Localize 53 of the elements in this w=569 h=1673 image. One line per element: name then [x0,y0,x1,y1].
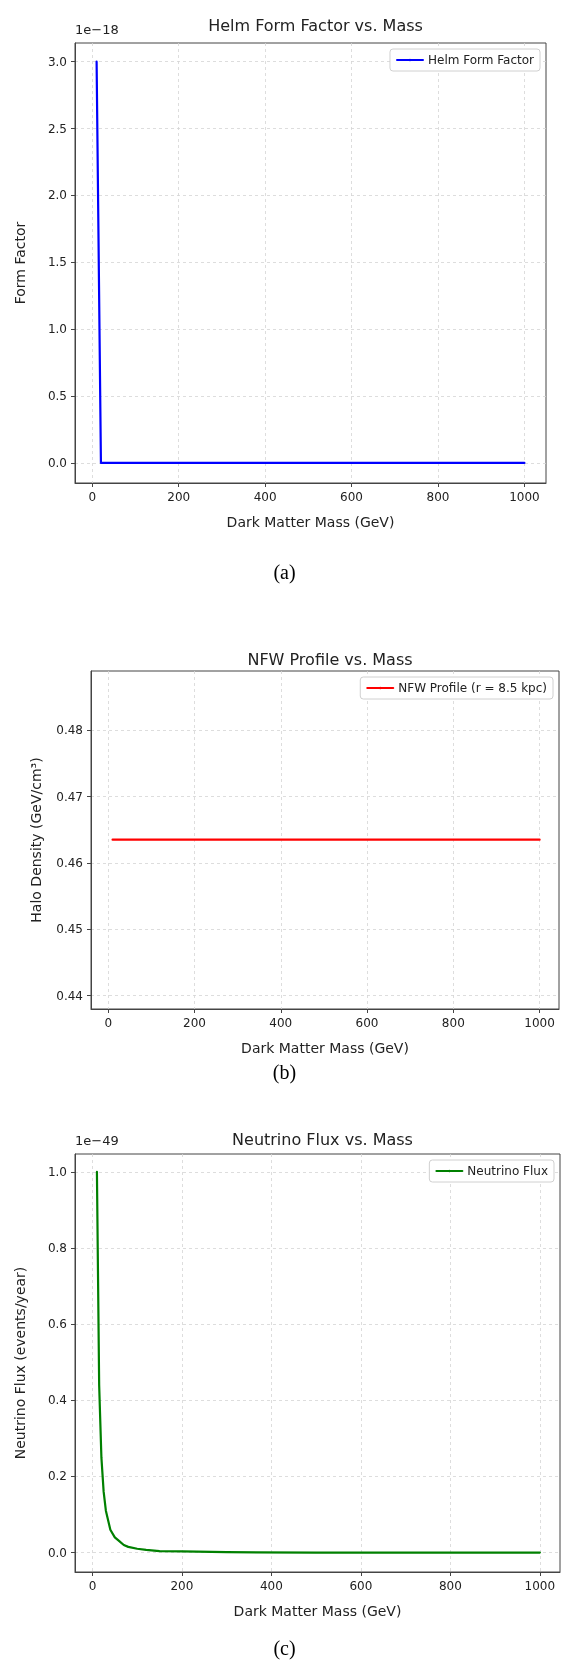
y-tick-label: 1.0 [47,1164,67,1179]
x-tick-label: 600 [340,490,363,504]
y-tick-label: 0.8 [47,1241,67,1256]
y-tick-label: 0.46 [56,855,83,870]
y-tick-label: 0.47 [56,789,83,804]
y-tick-label: 2.0 [47,188,67,203]
y-tick-label: 0.5 [47,389,67,404]
y-tick-label: 1.0 [47,322,67,337]
y-tick-label: 0.44 [56,988,83,1003]
chart-title: Neutrino Flux vs. Mass [232,1129,413,1149]
x-tick-label: 600 [349,1579,373,1593]
x-tick-label: 400 [259,1579,283,1593]
y-tick-label: 0.48 [56,723,83,738]
x-tick-label: 400 [269,1016,293,1030]
x-tick-label: 200 [183,1016,206,1030]
x-tick-label: 1000 [509,490,540,504]
x-tick-label: 1000 [524,1579,556,1593]
y-tick-label: 0.2 [47,1469,67,1484]
y-tick-label: 0.45 [56,922,83,937]
legend-label: Helm Form Factor [427,53,535,67]
y-tick-label: 3.0 [47,54,67,69]
text: (a) [273,561,296,584]
x-tick-label: 400 [253,490,277,504]
x-axis-title: Dark Matter Mass (GeV) [226,514,395,530]
text: 1e−18 [75,22,119,37]
x-tick-label: 800 [426,490,450,504]
y-axis-title: Neutrino Flux (events/year) [12,1266,28,1460]
text: (b) [272,1061,297,1084]
x-tick-label: 200 [170,1579,194,1593]
y-tick-label: 1.5 [47,255,67,270]
x-tick-label: 200 [167,490,191,504]
y-axis-title: Halo Density (GeV/cm³) [28,757,44,923]
y-tick-label: 0.4 [47,1393,67,1408]
y-tick-label: 2.5 [47,121,67,136]
x-tick-label: 600 [355,1016,379,1030]
legend-label: Neutrino Flux [467,1164,549,1178]
y-tick-label: 0.0 [47,455,67,470]
y-tick-label: 0.0 [47,1545,67,1560]
chart-title: NFW Profile vs. Mass [247,649,413,669]
y-tick-label: 0.6 [47,1317,67,1332]
x-tick-label: 1000 [524,1016,555,1030]
x-tick-label: 800 [441,1016,465,1030]
text: (c) [273,1637,296,1660]
y-axis-title: Form Factor [12,221,28,305]
x-tick-label: 800 [438,1579,462,1593]
x-axis-title: Dark Matter Mass (GeV) [233,1603,402,1619]
x-tick-label: 0 [88,1579,97,1593]
x-axis-title: Dark Matter Mass (GeV) [241,1040,409,1056]
text: 1e−49 [75,1133,119,1148]
legend-label: NFW Profile (r = 8.5 kpc) [398,681,548,695]
x-tick-label: 0 [104,1016,113,1030]
chart-title: Helm Form Factor vs. Mass [208,15,423,35]
x-tick-label: 0 [88,490,97,504]
